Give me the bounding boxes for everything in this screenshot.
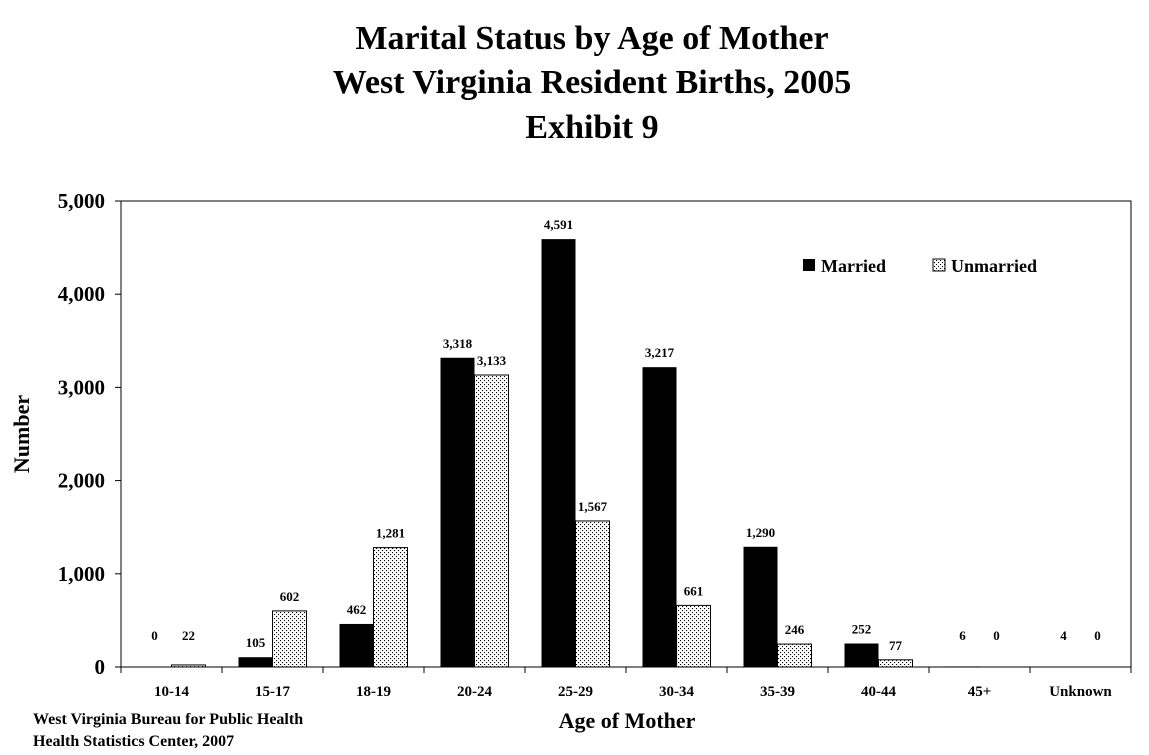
bar-unmarried xyxy=(474,374,509,668)
x-tick-label: 10-14 xyxy=(154,684,189,700)
y-tick-label: 4,000 xyxy=(58,282,105,306)
bar-married xyxy=(844,643,879,667)
x-tick-label: 45+ xyxy=(968,684,992,700)
bar-married xyxy=(440,357,475,667)
data-label-unmarried: 1,281 xyxy=(376,526,405,541)
data-label-unmarried: 22 xyxy=(182,628,195,643)
data-labels: 0 105 462 3,318 4,591 3,217 1,290 252 6 4 22 602 1,2… xyxy=(151,217,1101,653)
source-line-1: West Virginia Bureau for Public Health xyxy=(33,711,303,728)
x-tick-label: 20-24 xyxy=(457,684,492,700)
x-tick-label: 25-29 xyxy=(558,684,593,700)
bars xyxy=(171,239,1081,668)
data-label-unmarried: 661 xyxy=(684,583,704,598)
data-label-married: 105 xyxy=(246,635,266,650)
data-label-married: 0 xyxy=(151,628,158,643)
x-tick-label: Unknown xyxy=(1049,684,1112,700)
data-label-married: 3,217 xyxy=(645,345,675,360)
bar-married xyxy=(743,546,778,667)
data-label-unmarried: 602 xyxy=(280,589,300,604)
data-label-married: 1,290 xyxy=(746,525,775,540)
bar-married xyxy=(339,623,374,667)
x-ticks: 10-14 15-17 18-19 20-24 25-29 30-34 35-39 40-44… xyxy=(120,667,1132,700)
data-label-married: 6 xyxy=(959,628,966,643)
legend-label-unmarried: Unmarried xyxy=(951,256,1037,276)
y-tick-label: 3,000 xyxy=(58,375,105,399)
data-label-unmarried: 0 xyxy=(1094,628,1101,643)
chart-title-line-2: West Virginia Resident Births, 2005 xyxy=(333,64,852,101)
bar-unmarried xyxy=(676,604,711,668)
legend: Married Unmarried xyxy=(803,256,1037,276)
bar-married xyxy=(541,239,576,667)
y-tick-label: 2,000 xyxy=(58,469,105,493)
source-line-2: Health Statistics Center, 2007 xyxy=(33,733,234,750)
data-label-married: 3,318 xyxy=(443,336,473,351)
data-label-married: 462 xyxy=(347,602,367,617)
data-label-married: 4,591 xyxy=(544,217,573,232)
x-tick-label: 35-39 xyxy=(760,684,795,700)
bar-married xyxy=(945,666,980,667)
x-tick-label: 18-19 xyxy=(356,684,391,700)
data-label-unmarried: 1,567 xyxy=(578,499,608,514)
chart-title-line-3: Exhibit 9 xyxy=(525,109,658,146)
bar-unmarried xyxy=(373,547,408,668)
bar-unmarried xyxy=(272,610,307,668)
data-label-married: 4 xyxy=(1060,628,1067,643)
data-label-unmarried: 246 xyxy=(785,622,805,637)
bar-unmarried xyxy=(575,520,610,668)
bar-unmarried xyxy=(878,659,913,668)
x-tick-label: 40-44 xyxy=(861,684,896,700)
chart-title-line-1: Marital Status by Age of Mother xyxy=(355,20,828,57)
data-label-unmarried: 77 xyxy=(889,638,903,653)
data-label-married: 252 xyxy=(852,622,872,637)
x-axis-label: Age of Mother xyxy=(559,708,696,733)
y-axis-label: Number xyxy=(9,395,34,473)
legend-label-married: Married xyxy=(821,256,886,276)
data-label-unmarried: 3,133 xyxy=(477,353,507,368)
data-label-unmarried: 0 xyxy=(993,628,1000,643)
legend-swatch-married xyxy=(803,259,815,271)
y-tick-label: 5,000 xyxy=(58,189,105,213)
y-ticks: 0 1,000 2,000 3,000 4,000 5,000 xyxy=(58,189,121,679)
bar-unmarried xyxy=(777,643,812,668)
bar-unmarried xyxy=(171,664,206,668)
legend-swatch-unmarried xyxy=(932,258,946,272)
bar-married xyxy=(642,367,677,667)
y-tick-label: 1,000 xyxy=(58,562,105,586)
x-tick-label: 30-34 xyxy=(659,684,694,700)
x-tick-label: 15-17 xyxy=(255,684,290,700)
bar-married xyxy=(238,657,273,667)
y-tick-label: 0 xyxy=(95,655,106,679)
